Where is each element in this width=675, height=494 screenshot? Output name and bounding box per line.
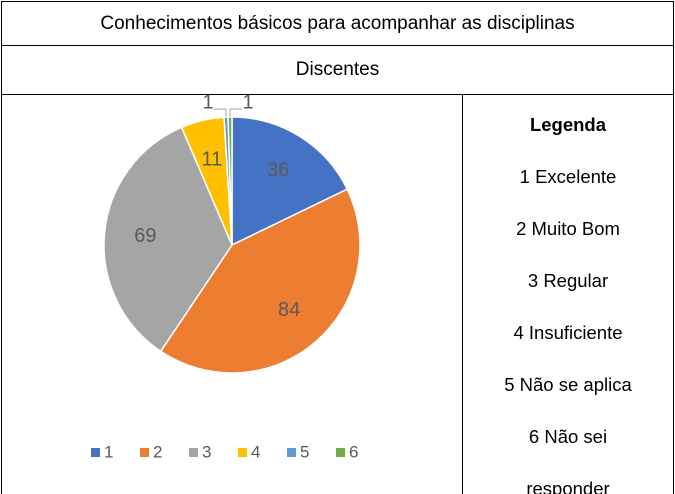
leader-line [229, 108, 243, 118]
legend-item: 5 Não se aplica [504, 374, 632, 395]
legend-item: 6 Não sei responder [526, 426, 610, 494]
pie-slice [231, 116, 349, 247]
table-subtitle: Discentes [1, 45, 674, 95]
data-label: 69 [134, 225, 156, 247]
pie-slice [159, 188, 361, 374]
legend-cell: Legenda 1 Excelente 2 Muito Bom 3 Regular 4… [462, 94, 674, 494]
legend-title: Legenda [463, 99, 673, 151]
legend-label: 5 [300, 442, 309, 461]
legend-item: 4 Insuficiente [513, 322, 623, 343]
legend-swatch [336, 448, 345, 457]
data-label: 1 [202, 95, 213, 113]
legend-items: 1 Excelente 2 Muito Bom 3 Regular 4 Insufic… [463, 151, 673, 494]
legend-label: 2 [153, 442, 162, 461]
legend-swatch [287, 448, 296, 457]
table-title: Conhecimentos básicos para acompanhar as… [1, 1, 674, 46]
leader-line [214, 108, 227, 118]
data-label: 1 [242, 95, 253, 113]
data-label: 84 [278, 299, 300, 321]
legend-item: 1 Excelente [519, 166, 617, 187]
legend-swatch [189, 448, 198, 457]
data-label: 11 [201, 149, 222, 171]
legend-swatch [238, 448, 247, 457]
legend-title-text: Legenda [529, 114, 607, 135]
legend-label: 6 [349, 442, 358, 461]
legend-label: 1 [104, 442, 113, 461]
legend-item: 2 Muito Bom [516, 218, 620, 239]
legend-label: 3 [202, 442, 211, 461]
legend-item: 3 Regular [527, 270, 609, 291]
legend-swatch [140, 448, 149, 457]
chart-cell: 36 84 69 11 1 1 1 2 3 4 5 6 [1, 91, 463, 494]
legend-label: 4 [251, 442, 260, 461]
pie-slice [103, 126, 233, 353]
legend-swatch [91, 448, 100, 457]
data-label: 36 [267, 160, 289, 182]
